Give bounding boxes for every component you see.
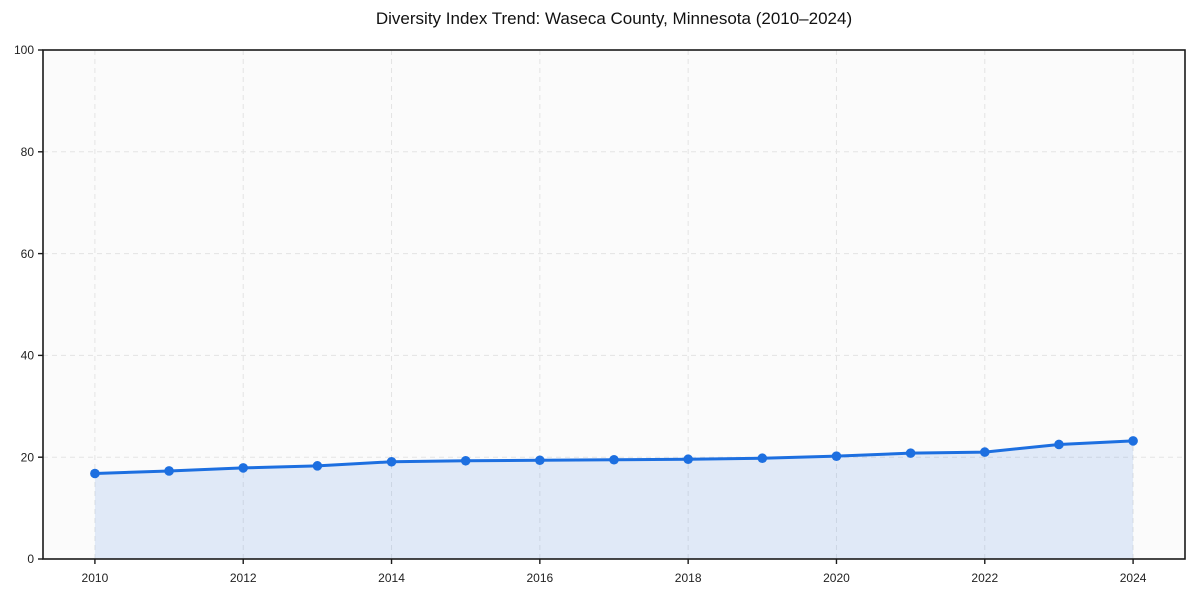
data-point-marker-2020 [831,451,842,461]
plot-background [43,50,1185,559]
y-tick-labels: 0 20 40 60 80 100 [14,43,34,566]
plot-border [42,49,1186,560]
data-point-marker-2017 [609,454,619,465]
data-point-marker-2012 [238,463,249,473]
area-fill [94,440,1134,559]
x-tick-label-2024: 2024 [1120,571,1147,585]
x-tick-labels: 2010 2012 2014 2016 2018 2020 2022 2024 [82,571,1147,585]
axes-border [42,49,1186,560]
chart-title: Diversity Index Trend: Waseca County, Mi… [376,9,852,28]
data-point-marker-2022 [979,447,990,457]
data-point-marker-2015 [460,455,471,466]
data-point-marker-2014 [386,456,397,467]
data-point-marker-2011 [164,466,174,476]
plot-background-rect [43,50,1185,559]
tick-marks [38,49,1134,564]
data-point-marker-2019 [757,453,768,464]
area-fill-path [94,440,1134,559]
data-point-marker-2023 [1054,439,1064,450]
x-tick-label-2010: 2010 [82,571,109,585]
x-tick-label-2022: 2022 [971,571,998,585]
y-tick-label-40: 40 [21,349,35,363]
y-tick-label-100: 100 [14,43,34,57]
y-tick-label-60: 60 [21,247,35,261]
x-tick-label-2012: 2012 [230,571,257,585]
x-tick-label-2020: 2020 [823,571,850,585]
x-tick-label-2018: 2018 [675,571,702,585]
x-tick-label-2014: 2014 [378,571,405,585]
data-point-marker-2016 [535,455,545,466]
y-tick-label-20: 20 [21,450,35,464]
data-point-marker-2024 [1128,436,1138,446]
y-tick-label-0: 0 [27,552,34,566]
data-point-marker-2018 [683,454,693,465]
data-point-markers [90,436,1138,479]
y-tick-label-80: 80 [21,145,35,159]
data-point-marker-2013 [312,461,323,471]
data-point-marker-2021 [905,448,916,458]
data-point-marker-2010 [90,468,100,479]
x-tick-label-2016: 2016 [526,571,553,585]
grid-lines [43,49,1185,560]
